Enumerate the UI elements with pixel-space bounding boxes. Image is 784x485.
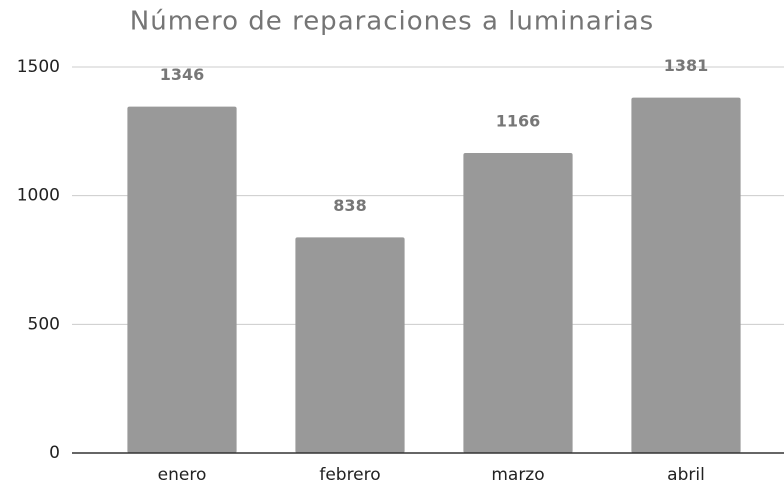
x-tick-label: abril xyxy=(667,465,705,485)
data-label: 838 xyxy=(333,196,366,215)
bar xyxy=(463,152,573,453)
y-tick-label: 1500 xyxy=(17,57,60,77)
chart-title: Número de reparaciones a luminarias xyxy=(130,7,654,37)
y-tick-label: 500 xyxy=(28,314,60,334)
data-label: 1346 xyxy=(160,65,205,84)
bar xyxy=(631,97,741,453)
x-tick-label: marzo xyxy=(491,465,544,485)
y-tick-label: 1000 xyxy=(17,186,60,206)
x-tick-label: febrero xyxy=(319,465,380,485)
data-label: 1166 xyxy=(496,111,541,130)
y-tick-label: 0 xyxy=(49,443,60,463)
x-tick-label: enero xyxy=(158,465,207,485)
bar xyxy=(295,237,405,453)
data-label: 1381 xyxy=(664,56,709,75)
bar xyxy=(127,106,237,453)
